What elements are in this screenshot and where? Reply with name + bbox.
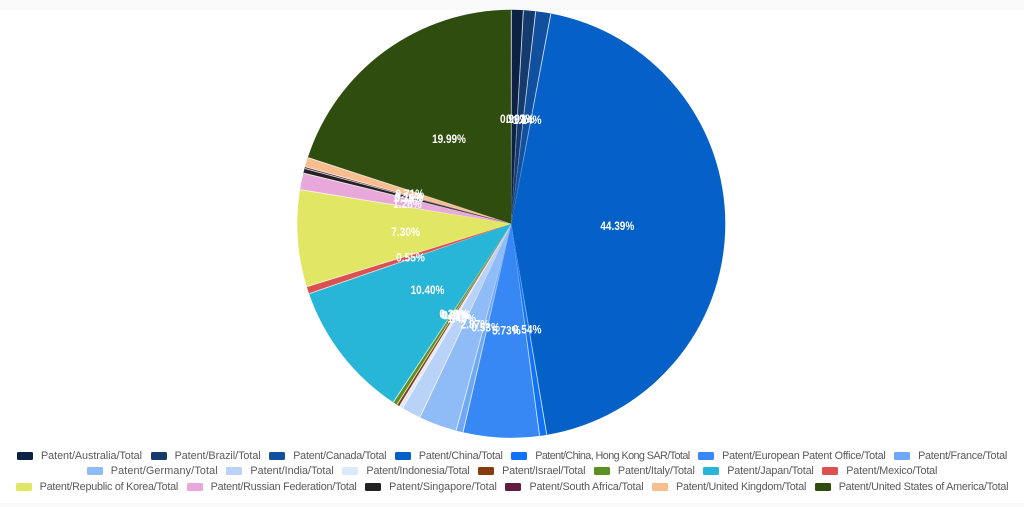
svg-text:0.55%: 0.55% bbox=[396, 251, 425, 265]
svg-text:1.26%: 1.26% bbox=[393, 197, 422, 211]
svg-text:0.92%: 0.92% bbox=[506, 112, 535, 126]
svg-text:0.33%: 0.33% bbox=[439, 307, 468, 321]
svg-text:0.14%: 0.14% bbox=[395, 190, 424, 204]
svg-text:0.53%: 0.53% bbox=[471, 321, 500, 335]
svg-text:0.54%: 0.54% bbox=[513, 323, 542, 337]
svg-text:7.30%: 7.30% bbox=[391, 225, 420, 239]
svg-text:5.73%: 5.73% bbox=[492, 324, 521, 338]
svg-text:44.39%: 44.39% bbox=[600, 219, 634, 233]
svg-text:10.40%: 10.40% bbox=[411, 283, 445, 297]
svg-text:19.99%: 19.99% bbox=[432, 132, 466, 146]
svg-text:0.27%: 0.27% bbox=[442, 309, 471, 323]
svg-text:0.22%: 0.22% bbox=[441, 308, 470, 322]
svg-text:1.46%: 1.46% bbox=[447, 312, 476, 326]
svg-text:1.14%: 1.14% bbox=[513, 113, 542, 127]
svg-text:0.35%: 0.35% bbox=[394, 192, 423, 206]
svg-text:2.87%: 2.87% bbox=[461, 317, 490, 331]
svg-text:0.71%: 0.71% bbox=[395, 187, 424, 201]
svg-text:0.90%: 0.90% bbox=[500, 112, 529, 126]
